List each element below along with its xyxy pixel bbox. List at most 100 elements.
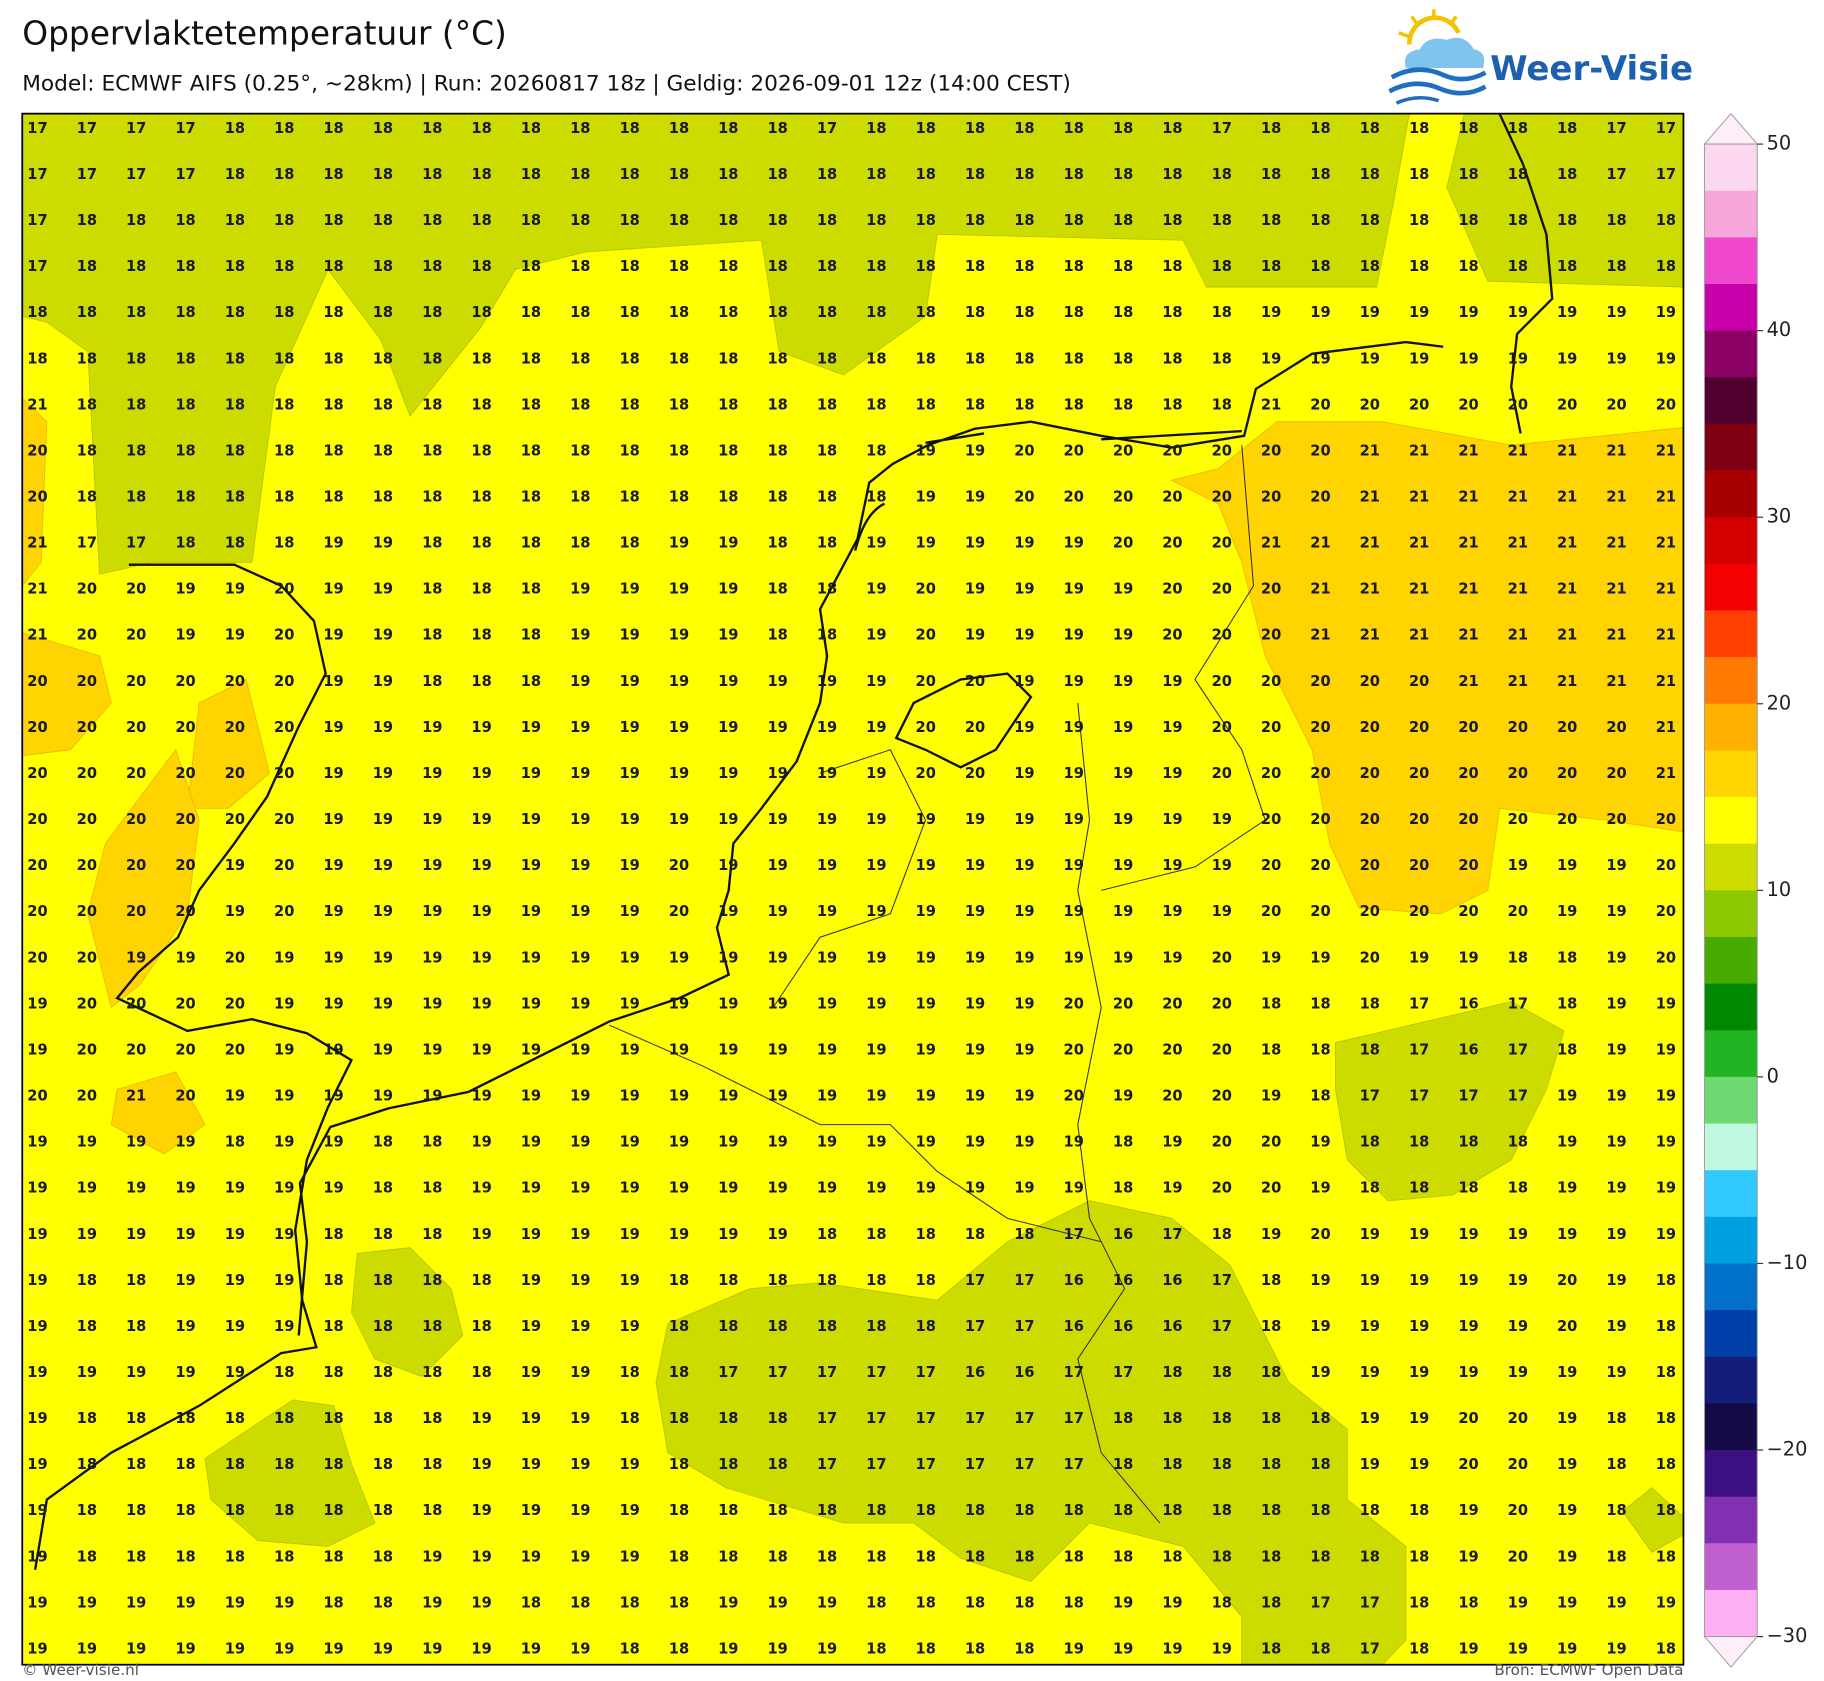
grid-value: 19 [1162, 1180, 1182, 1197]
grid-value: 17 [1014, 1410, 1034, 1427]
grid-value: 19 [521, 1180, 541, 1197]
grid-value: 18 [965, 396, 985, 413]
grid-value: 19 [866, 903, 886, 920]
grid-value: 19 [1606, 1318, 1626, 1335]
grid-value: 19 [619, 1272, 639, 1289]
grid-value: 18 [422, 1410, 442, 1427]
grid-value: 19 [965, 995, 985, 1012]
grid-value: 20 [175, 765, 195, 782]
grid-value: 19 [866, 995, 886, 1012]
grid-value: 19 [669, 1226, 689, 1243]
grid-value: 20 [274, 673, 294, 690]
grid-value: 19 [225, 903, 245, 920]
grid-value: 18 [570, 120, 590, 137]
grid-value: 20 [1557, 719, 1577, 736]
grid-value: 19 [1014, 719, 1034, 736]
grid-value: 19 [767, 995, 787, 1012]
grid-value: 20 [1064, 1088, 1084, 1105]
grid-value: 17 [1310, 1594, 1330, 1611]
grid-value: 19 [718, 1180, 738, 1197]
grid-value: 18 [669, 1640, 689, 1657]
grid-value: 20 [1557, 765, 1577, 782]
grid-value: 19 [866, 719, 886, 736]
grid-value: 18 [274, 166, 294, 183]
grid-value: 18 [570, 350, 590, 367]
grid-value: 19 [274, 1272, 294, 1289]
grid-value: 20 [175, 995, 195, 1012]
grid-value: 18 [669, 1410, 689, 1427]
grid-value: 19 [27, 1594, 47, 1611]
grid-value: 18 [1508, 1180, 1528, 1197]
grid-value: 19 [1261, 1226, 1281, 1243]
grid-value: 20 [77, 765, 97, 782]
grid-value: 18 [373, 304, 393, 321]
grid-value: 21 [1360, 488, 1380, 505]
grid-value: 19 [1014, 1088, 1034, 1105]
grid-value: 18 [767, 1502, 787, 1519]
grid-value: 18 [175, 1456, 195, 1473]
grid-value: 18 [422, 581, 442, 598]
grid-value: 19 [965, 1134, 985, 1151]
grid-value: 18 [866, 350, 886, 367]
grid-value: 19 [323, 535, 343, 552]
grid-value: 18 [1310, 1410, 1330, 1427]
grid-value: 19 [521, 903, 541, 920]
grid-value: 18 [619, 350, 639, 367]
grid-value: 19 [718, 1226, 738, 1243]
grid-value: 20 [225, 1041, 245, 1058]
grid-value: 18 [1557, 258, 1577, 275]
grid-value: 20 [1557, 811, 1577, 828]
grid-value: 19 [619, 1318, 639, 1335]
grid-value: 18 [1261, 995, 1281, 1012]
grid-value: 18 [27, 304, 47, 321]
grid-value: 20 [77, 949, 97, 966]
colorbar-tick-label: 10 [1767, 878, 1792, 901]
colorbar-box [1704, 750, 1758, 798]
cool-area [1446, 113, 1684, 288]
grid-value: 18 [817, 304, 837, 321]
grid-value: 19 [1458, 1548, 1478, 1565]
grid-value: 17 [1014, 1456, 1034, 1473]
grid-value: 18 [1064, 304, 1084, 321]
grid-value: 18 [767, 581, 787, 598]
grid-value: 18 [175, 535, 195, 552]
grid-value: 17 [126, 166, 146, 183]
grid-value: 18 [1310, 166, 1330, 183]
grid-value: 19 [570, 581, 590, 598]
grid-value: 18 [274, 1410, 294, 1427]
grid-value: 19 [1113, 1640, 1133, 1657]
grid-value: 18 [1606, 1548, 1626, 1565]
grid-value: 20 [1212, 627, 1232, 644]
grid-value: 19 [965, 1088, 985, 1105]
grid-value: 19 [471, 1226, 491, 1243]
grid-value: 19 [1162, 857, 1182, 874]
grid-value: 18 [767, 535, 787, 552]
grid-value: 18 [1261, 1410, 1281, 1427]
grid-value: 19 [619, 1088, 639, 1105]
grid-value: 19 [817, 1088, 837, 1105]
grid-value: 18 [1310, 995, 1330, 1012]
grid-value: 19 [1360, 1410, 1380, 1427]
grid-value: 20 [1606, 811, 1626, 828]
grid-value: 18 [669, 1456, 689, 1473]
grid-value: 20 [1310, 488, 1330, 505]
grid-value: 20 [916, 581, 936, 598]
grid-value: 19 [1458, 1364, 1478, 1381]
grid-value: 20 [1113, 1041, 1133, 1058]
grid-value: 17 [1409, 1041, 1429, 1058]
grid-value: 19 [1409, 1456, 1429, 1473]
grid-value: 18 [422, 212, 442, 229]
grid-value: 18 [1212, 1364, 1232, 1381]
grid-value: 20 [126, 995, 146, 1012]
logo-wave [1388, 81, 1487, 96]
colorbar-box [1704, 563, 1758, 611]
grid-value: 19 [1606, 1041, 1626, 1058]
grid-value: 17 [1113, 1364, 1133, 1381]
grid-value: 20 [1409, 396, 1429, 413]
grid-value: 19 [323, 1134, 343, 1151]
grid-value: 19 [1409, 1318, 1429, 1335]
grid-value: 18 [422, 120, 442, 137]
grid-value: 19 [323, 1180, 343, 1197]
grid-value: 18 [1508, 1134, 1528, 1151]
